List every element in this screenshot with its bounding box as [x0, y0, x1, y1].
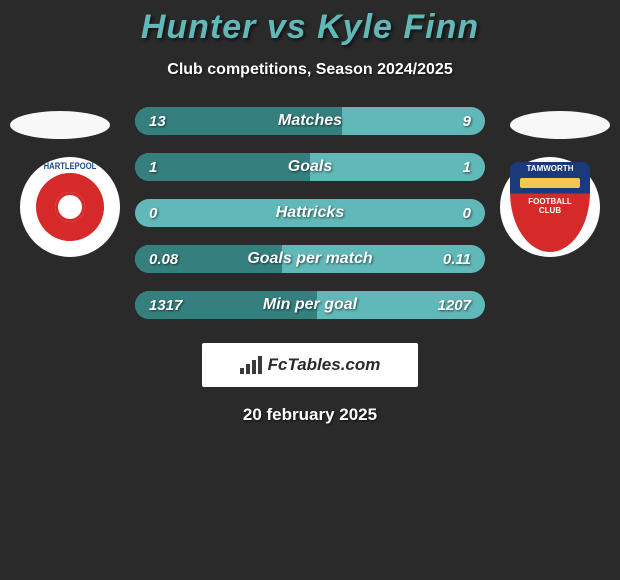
stat-value-right: 0 [463, 205, 471, 222]
club-badge-left-label: HARTLEPOOL [28, 161, 113, 171]
subtitle: Club competitions, Season 2024/2025 [0, 61, 620, 79]
stat-bar: 1Goals1 [135, 153, 485, 181]
brand-box: FcTables.com [202, 343, 418, 387]
page-title: Hunter vs Kyle Finn [0, 0, 620, 47]
club-badge-right: TAMWORTH FOOTBALLCLUB [500, 157, 600, 257]
bar-chart-icon [240, 356, 262, 374]
stat-bar: 0.08Goals per match0.11 [135, 245, 485, 273]
club-badge-left-wheel-icon [36, 173, 104, 241]
stat-label: Min per goal [135, 296, 485, 314]
stat-value-right: 1 [463, 159, 471, 176]
player-silhouette-right [510, 111, 610, 139]
stat-bar: 1317Min per goal1207 [135, 291, 485, 319]
club-badge-right-shield-icon: TAMWORTH FOOTBALLCLUB [510, 162, 590, 252]
stat-bar: 13Matches9 [135, 107, 485, 135]
stat-label: Hattricks [135, 204, 485, 222]
stat-label: Goals per match [135, 250, 485, 268]
brand-text: FcTables.com [268, 355, 381, 375]
stat-bar: 0Hattricks0 [135, 199, 485, 227]
stat-value-right: 0.11 [443, 251, 471, 268]
club-badge-left: HARTLEPOOL [20, 157, 120, 257]
stat-value-right: 9 [463, 113, 471, 130]
footer-date: 20 february 2025 [0, 405, 620, 425]
stat-value-right: 1207 [438, 297, 471, 314]
stat-label: Matches [135, 112, 485, 130]
stat-label: Goals [135, 158, 485, 176]
stat-bars: 13Matches9 1Goals1 0Hattricks0 0.08Goals pe… [135, 103, 485, 319]
player-silhouette-left [10, 111, 110, 139]
comparison-panel: HARTLEPOOL TAMWORTH FOOTBALLCLUB 13Match… [0, 103, 620, 425]
